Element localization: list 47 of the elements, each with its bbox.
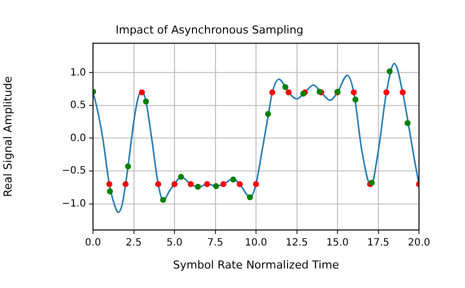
x-tick-label: 0.0 <box>85 238 101 249</box>
point <box>282 84 288 90</box>
point <box>386 68 393 74</box>
point <box>230 176 236 183</box>
point <box>352 96 358 103</box>
point <box>213 183 220 190</box>
point <box>106 181 112 188</box>
x-tick-label: 5.0 <box>166 238 182 249</box>
point <box>142 98 149 105</box>
point <box>125 163 132 170</box>
point <box>286 89 292 96</box>
y-tick-label: −0.5 <box>62 166 86 177</box>
point <box>178 174 184 180</box>
y-axis-title: Real Signal Amplitude <box>1 76 14 198</box>
y-tick-label: −1.0 <box>62 198 86 210</box>
y-tick-label: 1.0 <box>70 67 86 78</box>
point <box>269 89 276 96</box>
point <box>253 181 259 188</box>
point <box>106 188 113 194</box>
y-tick-label: 0.0 <box>70 132 86 144</box>
x-tick-label: 12.5 <box>286 238 308 249</box>
x-tick-label: 10.0 <box>244 238 268 249</box>
point <box>194 184 201 190</box>
y-tick-label: 0.5 <box>70 100 86 112</box>
point <box>265 110 272 117</box>
point <box>172 181 178 188</box>
point <box>204 181 210 188</box>
point <box>160 196 166 203</box>
point <box>350 89 357 96</box>
x-axis-title: Symbol Rate Normalized Time <box>173 258 340 272</box>
point <box>122 181 129 188</box>
chart-title: Impact of Asynchronous Sampling <box>116 23 304 36</box>
line-series <box>93 62 419 214</box>
point <box>155 181 162 188</box>
point <box>383 89 390 96</box>
point <box>138 89 145 96</box>
point <box>236 181 243 188</box>
point <box>220 181 226 188</box>
x-tick-label: 20.0 <box>408 238 430 249</box>
point <box>404 120 411 126</box>
point <box>188 181 194 188</box>
point <box>400 89 406 96</box>
x-tick-label: 2.5 <box>126 238 142 249</box>
point <box>246 194 253 200</box>
x-tick-label: 15.0 <box>326 238 349 249</box>
x-tick-label: 17.5 <box>367 238 390 249</box>
x-tick-label: 7.5 <box>207 238 224 249</box>
